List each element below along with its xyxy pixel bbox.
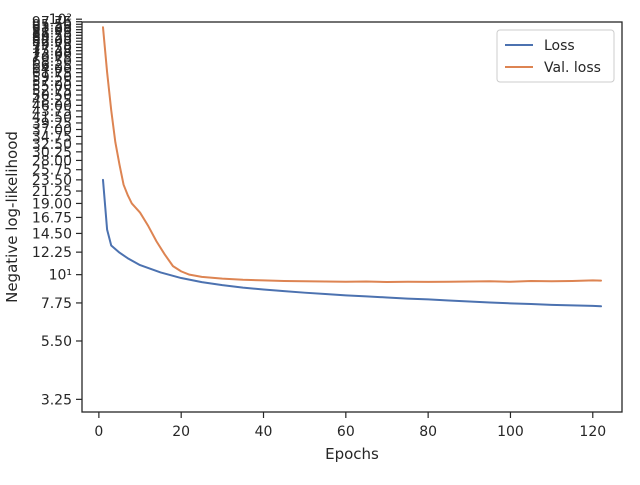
y-tick-label: 32.50 [32, 137, 72, 153]
series-layer [101, 26, 603, 308]
y-tick-label: 50.50 [32, 88, 72, 104]
y-tick-label: 30.25 [32, 145, 72, 161]
x-tick-label: 60 [337, 424, 355, 440]
y-tick-label: 86.50 [32, 28, 72, 44]
y-tick-label: 66.25 [32, 58, 72, 74]
y-tick-label: 59.50 [32, 70, 72, 86]
y-tick-label: 93.25 [32, 20, 72, 36]
x-tick-label: 100 [497, 424, 524, 440]
y-tick-label: 34.75 [32, 129, 72, 145]
axes-layer: 0 20 40 60 80 100 120 3.25 5.50 7.75 10¹ 12.25 14.50… [32, 12, 623, 440]
y-tick-label: 7.75 [41, 296, 72, 312]
y-tick-label: 95.50 [32, 17, 72, 33]
y-tick-label: 57.25 [32, 74, 72, 90]
y-tick-label: 21.25 [32, 184, 72, 200]
y-tick-label: 43.75 [32, 104, 72, 120]
y-tick-label: 16.75 [32, 210, 72, 226]
x-tick-label: 0 [94, 424, 103, 440]
y-tick-label: 97.75 [32, 15, 72, 31]
y-tick-label: 39.25 [32, 116, 72, 132]
legend-label-loss: Loss [544, 38, 575, 54]
y-tick-label: 19.00 [32, 196, 72, 212]
y-tick-label: 52.75 [32, 83, 72, 99]
y-tick-label: 14.50 [32, 226, 72, 242]
y-tick-label: 77.50 [32, 40, 72, 56]
plot-area [82, 22, 622, 412]
y-tick-label: 55.00 [32, 79, 72, 95]
y-tick-label: 70.75 [32, 51, 72, 67]
y-tick-label: 28.00 [32, 153, 72, 169]
x-axis-label: Epochs [325, 445, 379, 463]
y-tick-label: 10¹ [49, 268, 72, 284]
y-tick-label: 12.25 [32, 245, 72, 261]
y-tick-label: 46.00 [32, 98, 72, 114]
y-tick-label: 68.50 [32, 54, 72, 70]
plot-background [82, 22, 622, 412]
y-tick-label: 84.25 [32, 31, 72, 47]
y-tick-label: 5.50 [41, 334, 72, 350]
x-tick-label: 20 [172, 424, 190, 440]
y-tick-label: 88.75 [32, 25, 72, 41]
y-tick-label: 61.75 [32, 66, 72, 82]
legend-box [496, 29, 615, 83]
y-tick-label: 75.25 [32, 44, 72, 60]
y-tick-label: 37.00 [32, 123, 72, 139]
x-tick-label: 80 [419, 424, 437, 440]
legend-label-val-loss: Val. loss [544, 60, 601, 76]
x-tick-label: 120 [579, 424, 606, 440]
y-tick-label: 10² [49, 12, 72, 28]
series-line-loss [101, 178, 603, 308]
y-tick-label: 23.50 [32, 173, 72, 189]
series-line-val-loss [101, 26, 603, 283]
y-axis-label: Negative log-likelihood [3, 131, 21, 303]
y-tick-label: 73.00 [32, 47, 72, 63]
y-tick-label: 64.00 [32, 62, 72, 78]
y-tick-label: 41.50 [32, 110, 72, 126]
y-tick-label: 48.25 [32, 93, 72, 109]
x-tick-label: 40 [255, 424, 273, 440]
y-tick-label: 79.75 [32, 37, 72, 53]
legend: Loss Val. loss [496, 29, 615, 83]
y-tick-label: 3.25 [41, 392, 72, 408]
y-tick-label: 82.00 [32, 34, 72, 50]
y-tick-label: 91.00 [32, 23, 72, 39]
y-tick-label: 25.75 [32, 163, 72, 179]
